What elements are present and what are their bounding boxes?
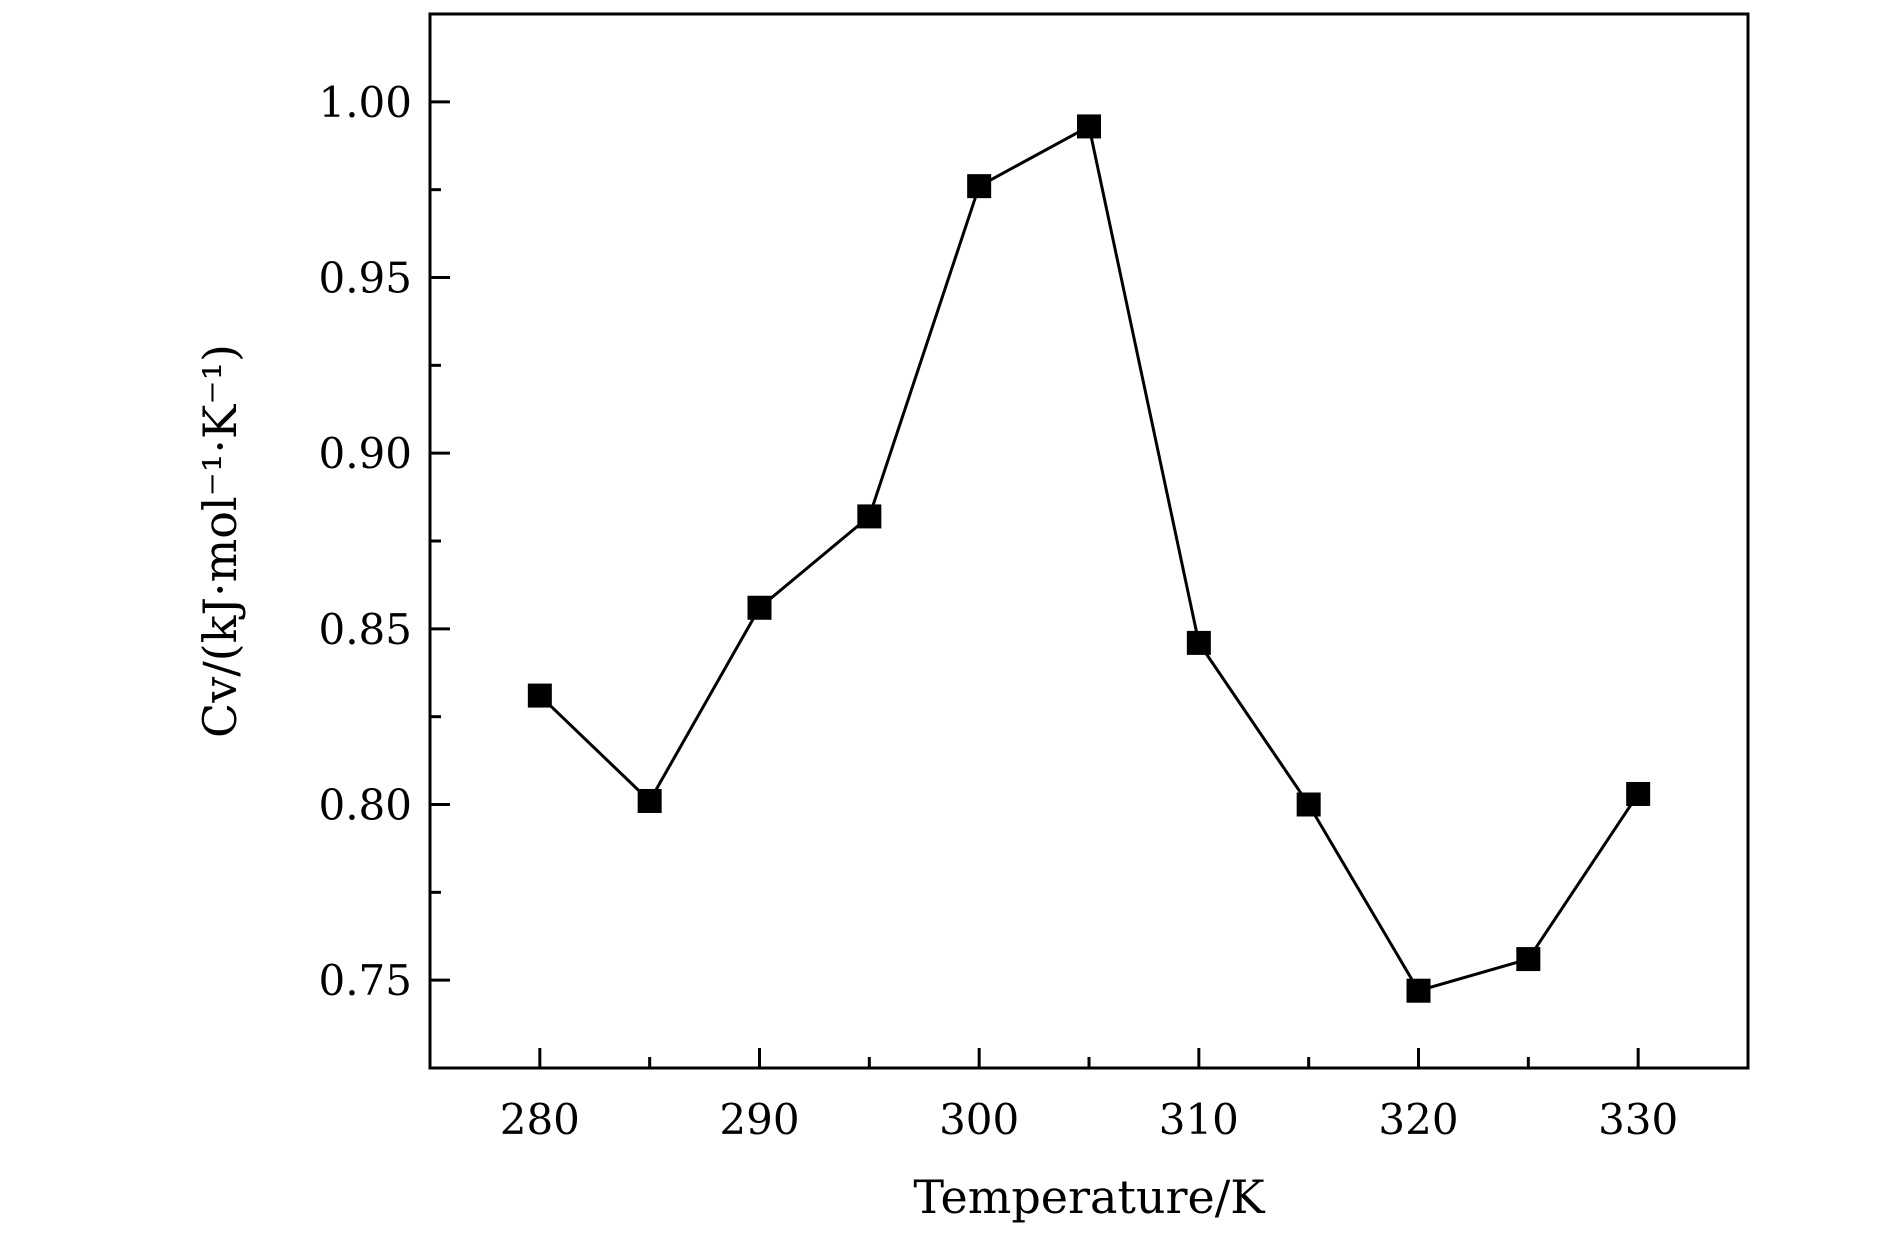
y-tick-label: 0.85 (318, 605, 412, 654)
x-tick-label: 300 (939, 1095, 1019, 1144)
y-tick-label: 0.80 (318, 781, 412, 830)
y-tick-label: 0.95 (318, 254, 412, 303)
y-axis: 0.75 0.80 0.85 0.90 0.95 1.00 (318, 12, 450, 1070)
series-line (538, 124, 1640, 993)
data-point (1516, 947, 1541, 972)
y-axis-title: Cv/(kJ·mol⁻¹·K⁻¹) (193, 344, 247, 738)
x-tick-label: 320 (1378, 1095, 1458, 1144)
data-point (1296, 792, 1321, 817)
x-tick-label: 290 (719, 1095, 799, 1144)
series-layer (527, 114, 1651, 1003)
data-point (1186, 630, 1211, 655)
data-point (637, 788, 662, 813)
y-tick-label: 1.00 (318, 78, 412, 127)
plot-area (428, 12, 1750, 1070)
data-point (747, 595, 772, 620)
data-point (967, 174, 992, 199)
x-tick-label: 330 (1598, 1095, 1678, 1144)
data-point (1406, 978, 1431, 1003)
data-point (1626, 781, 1651, 806)
x-axis: 280 290 300 310 320 330 (428, 1048, 1750, 1144)
data-point (1077, 114, 1101, 139)
x-axis-title: Temperature/K (913, 1170, 1266, 1224)
y-tick-label: 0.90 (318, 429, 412, 478)
plot-frame (428, 12, 1750, 1070)
x-tick-label: 280 (500, 1095, 580, 1144)
data-point (857, 504, 882, 529)
data-point (527, 683, 552, 708)
x-tick-label: 310 (1159, 1095, 1239, 1144)
y-tick-label: 0.75 (318, 956, 412, 1005)
